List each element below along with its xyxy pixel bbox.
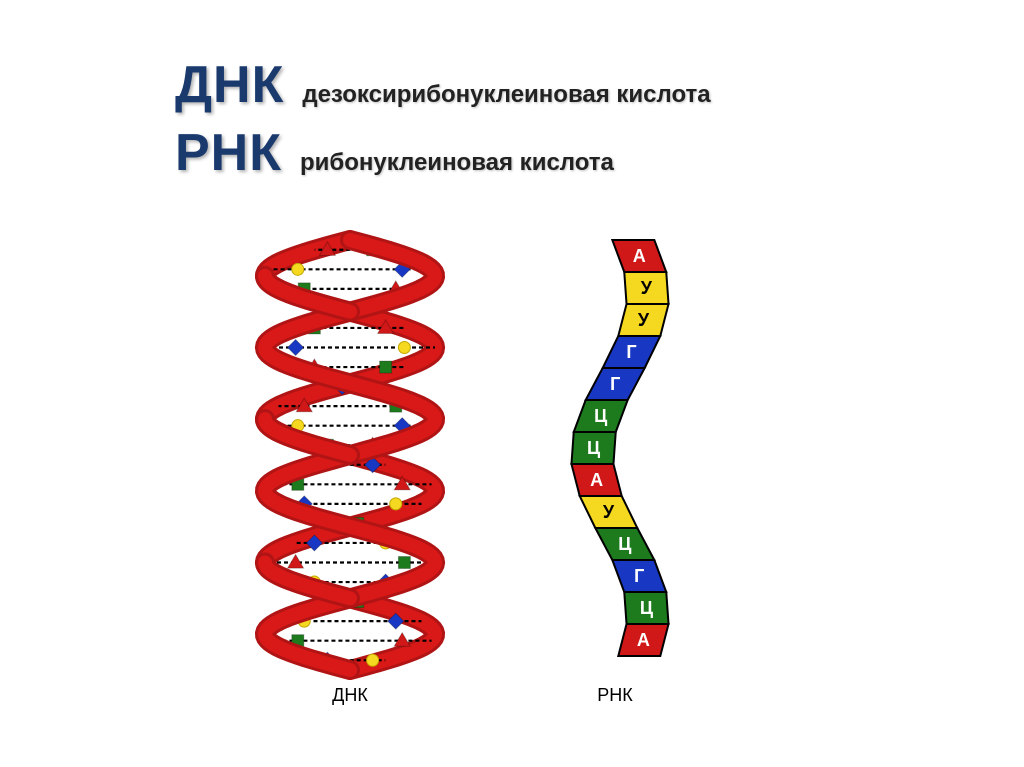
dna-label: ДНК xyxy=(310,685,390,706)
rna-title-row: РНК рибонуклеиновая кислота xyxy=(175,123,711,183)
svg-text:Г: Г xyxy=(626,342,636,362)
rna-abbr: РНК xyxy=(175,123,282,183)
rna-label: РНК xyxy=(575,685,655,706)
svg-text:А: А xyxy=(590,470,603,490)
rna-fullname: рибонуклеиновая кислота xyxy=(300,149,614,177)
svg-text:У: У xyxy=(638,310,650,330)
diagram-area: АУУГГЦЦАУЦГЦА ДНК РНК xyxy=(250,230,770,730)
svg-text:У: У xyxy=(603,502,615,522)
dna-title-row: ДНК дезоксирибонуклеиновая кислота xyxy=(175,55,711,115)
dna-fullname: дезоксирибонуклеиновая кислота xyxy=(302,81,710,109)
svg-text:А: А xyxy=(637,630,650,650)
svg-text:Ц: Ц xyxy=(594,406,608,426)
svg-text:У: У xyxy=(641,278,653,298)
svg-text:Ц: Ц xyxy=(640,598,654,618)
svg-text:Г: Г xyxy=(610,374,620,394)
rna-strand: АУУГГЦЦАУЦГЦА xyxy=(550,230,700,680)
header: ДНК дезоксирибонуклеиновая кислота РНК р… xyxy=(175,55,711,191)
svg-text:Ц: Ц xyxy=(618,534,632,554)
svg-text:Ц: Ц xyxy=(587,438,601,458)
dna-abbr: ДНК xyxy=(175,55,284,115)
svg-text:А: А xyxy=(633,246,646,266)
svg-text:Г: Г xyxy=(634,566,644,586)
dna-helix xyxy=(250,230,450,680)
